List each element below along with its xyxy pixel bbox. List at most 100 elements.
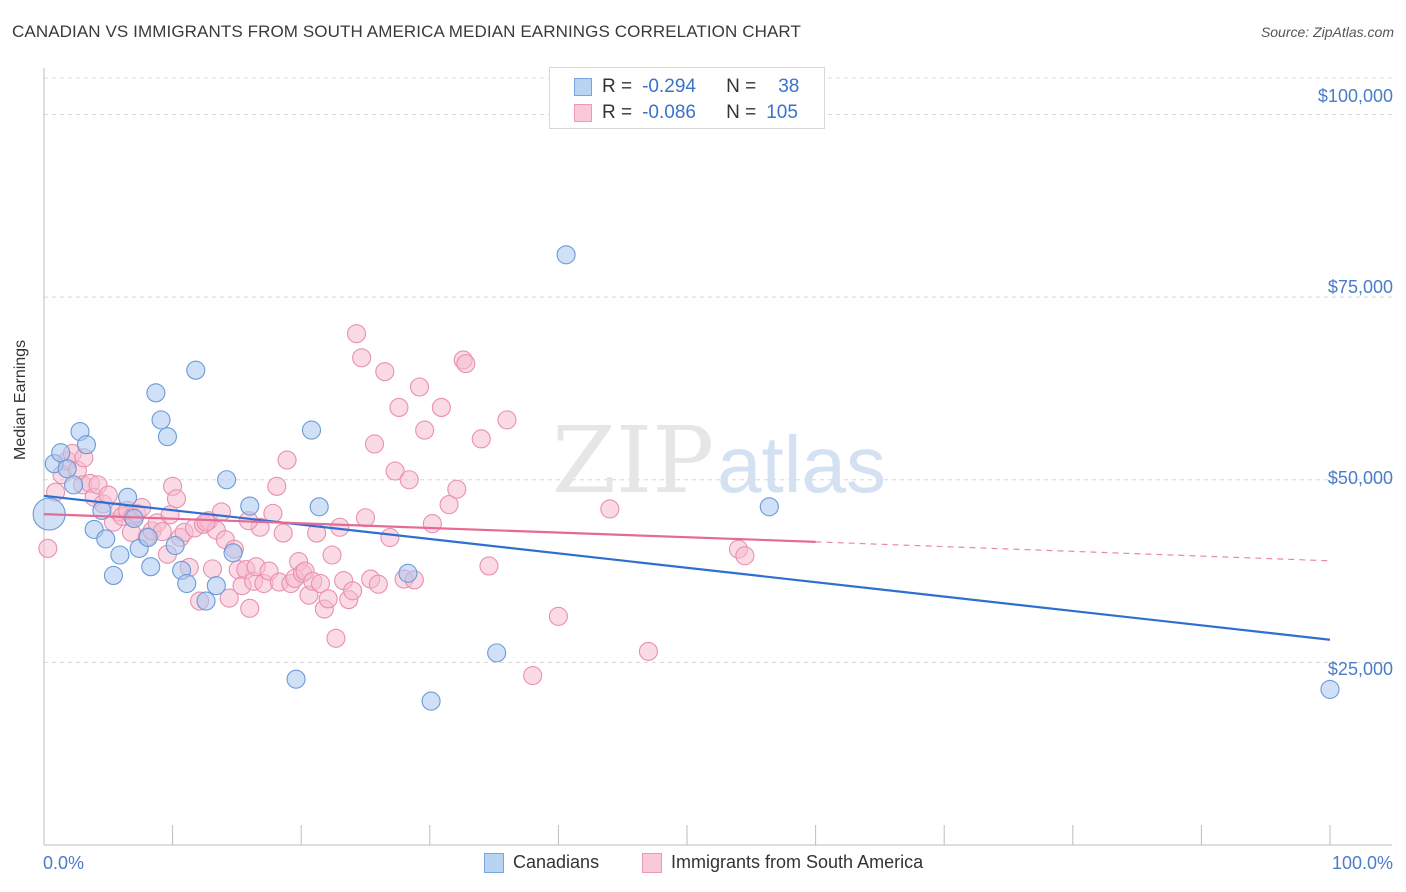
canadian-point [57, 459, 77, 479]
immigrant-point [422, 514, 442, 534]
canadian-point [64, 475, 84, 495]
canadian-point [286, 669, 306, 689]
canadian-point [146, 383, 166, 403]
immigrant-point [368, 574, 388, 594]
immigrant-point [202, 559, 223, 579]
canadian-point [398, 563, 418, 583]
legend-r-value: -0.086 [642, 102, 696, 123]
canadian-point [301, 420, 322, 440]
immigrant-point [399, 470, 419, 490]
legend-row-canadians: R = -0.294 N = 38 [574, 75, 799, 99]
immigrant-point [471, 429, 491, 449]
legend-n-value: 105 [766, 102, 798, 123]
trend-layer [43, 494, 1331, 641]
bottom-legend-label: Immigrants from South America [671, 852, 924, 872]
source-credit: Source: ZipAtlas.com [1260, 24, 1394, 40]
canadians-swatch-icon [484, 852, 504, 873]
immigrant-point [346, 324, 367, 344]
y-axis-title: Median Earnings [12, 339, 29, 460]
legend-n-value: 38 [778, 76, 800, 97]
immigrant-point [310, 573, 331, 594]
bottom-legend-label: Canadians [513, 852, 600, 872]
canadian-points [32, 245, 1340, 711]
canadian-point [186, 360, 206, 380]
immigrant-point [548, 606, 568, 626]
legend-r-label: R = [602, 102, 633, 123]
immigrant-point [523, 665, 543, 686]
immigrant-point [355, 508, 376, 528]
immigrant-point [326, 628, 346, 648]
immigrant-point [638, 641, 658, 661]
canadian-point [196, 591, 216, 611]
canadian-point [165, 535, 185, 556]
canadians-swatch-icon [574, 78, 592, 96]
correlation-legend: R = -0.294 N = 38 R = -0.086 N = 105 [549, 67, 825, 129]
canadian-point [157, 427, 178, 447]
chart-title: CANADIAN VS IMMIGRANTS FROM SOUTH AMERIC… [12, 22, 801, 41]
legend-r-label: R = [602, 76, 633, 97]
canadian-point [206, 576, 226, 596]
legend-n-label: N = [726, 76, 757, 97]
immigrant-point [456, 354, 476, 374]
watermark-atlas: atlas [717, 420, 886, 509]
canadian-point [51, 443, 71, 463]
canadian-point [421, 691, 441, 711]
immigrant-points [38, 324, 755, 686]
immigrant-point [166, 489, 187, 509]
immigrant-point [318, 589, 338, 609]
immigrant-point [447, 479, 467, 499]
grid-layer [43, 68, 1392, 846]
y-tick-label: $75,000 [1327, 277, 1393, 297]
canadian-point [309, 497, 329, 517]
canadian-point [556, 245, 576, 265]
immigrant-point [479, 556, 499, 576]
immigrant-point [375, 362, 395, 382]
canadian-point [223, 543, 243, 563]
x-tick-label-max: 100.0% [1331, 853, 1393, 873]
y-tick-label: $100,000 [1317, 86, 1393, 106]
immigrant-point [196, 512, 216, 532]
canadian-point [141, 557, 161, 577]
immigrant-point [600, 499, 620, 519]
canadian-point [76, 435, 96, 455]
canadian-point [217, 470, 237, 490]
canadian-point [240, 496, 260, 516]
immigrant-point [409, 377, 430, 397]
immigrant-point [277, 450, 297, 470]
immigrant-point [380, 527, 400, 548]
immigrant-point [211, 502, 232, 522]
watermark-zip: ZIP [552, 407, 714, 514]
immigrants-trendline-extension [815, 541, 1331, 562]
legend-n-label: N = [726, 102, 757, 123]
bottom-legend-canadians[interactable]: Canadians [484, 852, 599, 873]
immigrant-point [267, 476, 287, 496]
y-tick-label: $25,000 [1327, 659, 1393, 679]
immigrant-point [735, 546, 755, 566]
immigrant-point [219, 588, 239, 608]
immigrant-point [385, 461, 405, 481]
canadian-point [138, 527, 158, 548]
immigrants-trendline [43, 512, 816, 543]
immigrant-point [322, 545, 342, 565]
bottom-legend-immigrants[interactable]: Immigrants from South America [642, 852, 923, 873]
immigrant-point [273, 523, 293, 543]
canadian-point [759, 497, 779, 517]
canadian-point [487, 643, 507, 663]
canadian-point [177, 573, 197, 594]
immigrant-point [38, 538, 58, 558]
immigrants-swatch-icon [642, 852, 662, 873]
immigrants-swatch-icon [574, 104, 592, 122]
immigrant-point [439, 495, 459, 515]
immigrant-point [352, 348, 372, 368]
canadian-point [151, 410, 171, 430]
immigrant-point [343, 581, 363, 601]
canadian-point [1320, 679, 1340, 699]
x-tick-label-min: 0.0% [43, 853, 85, 873]
legend-r-value: -0.294 [642, 76, 696, 97]
canadian-point [103, 565, 123, 586]
immigrant-point [389, 397, 409, 417]
y-tick-label: $50,000 [1327, 468, 1393, 488]
canadian-point [96, 529, 116, 549]
legend-row-immigrants: R = -0.086 N = 105 [574, 101, 798, 125]
